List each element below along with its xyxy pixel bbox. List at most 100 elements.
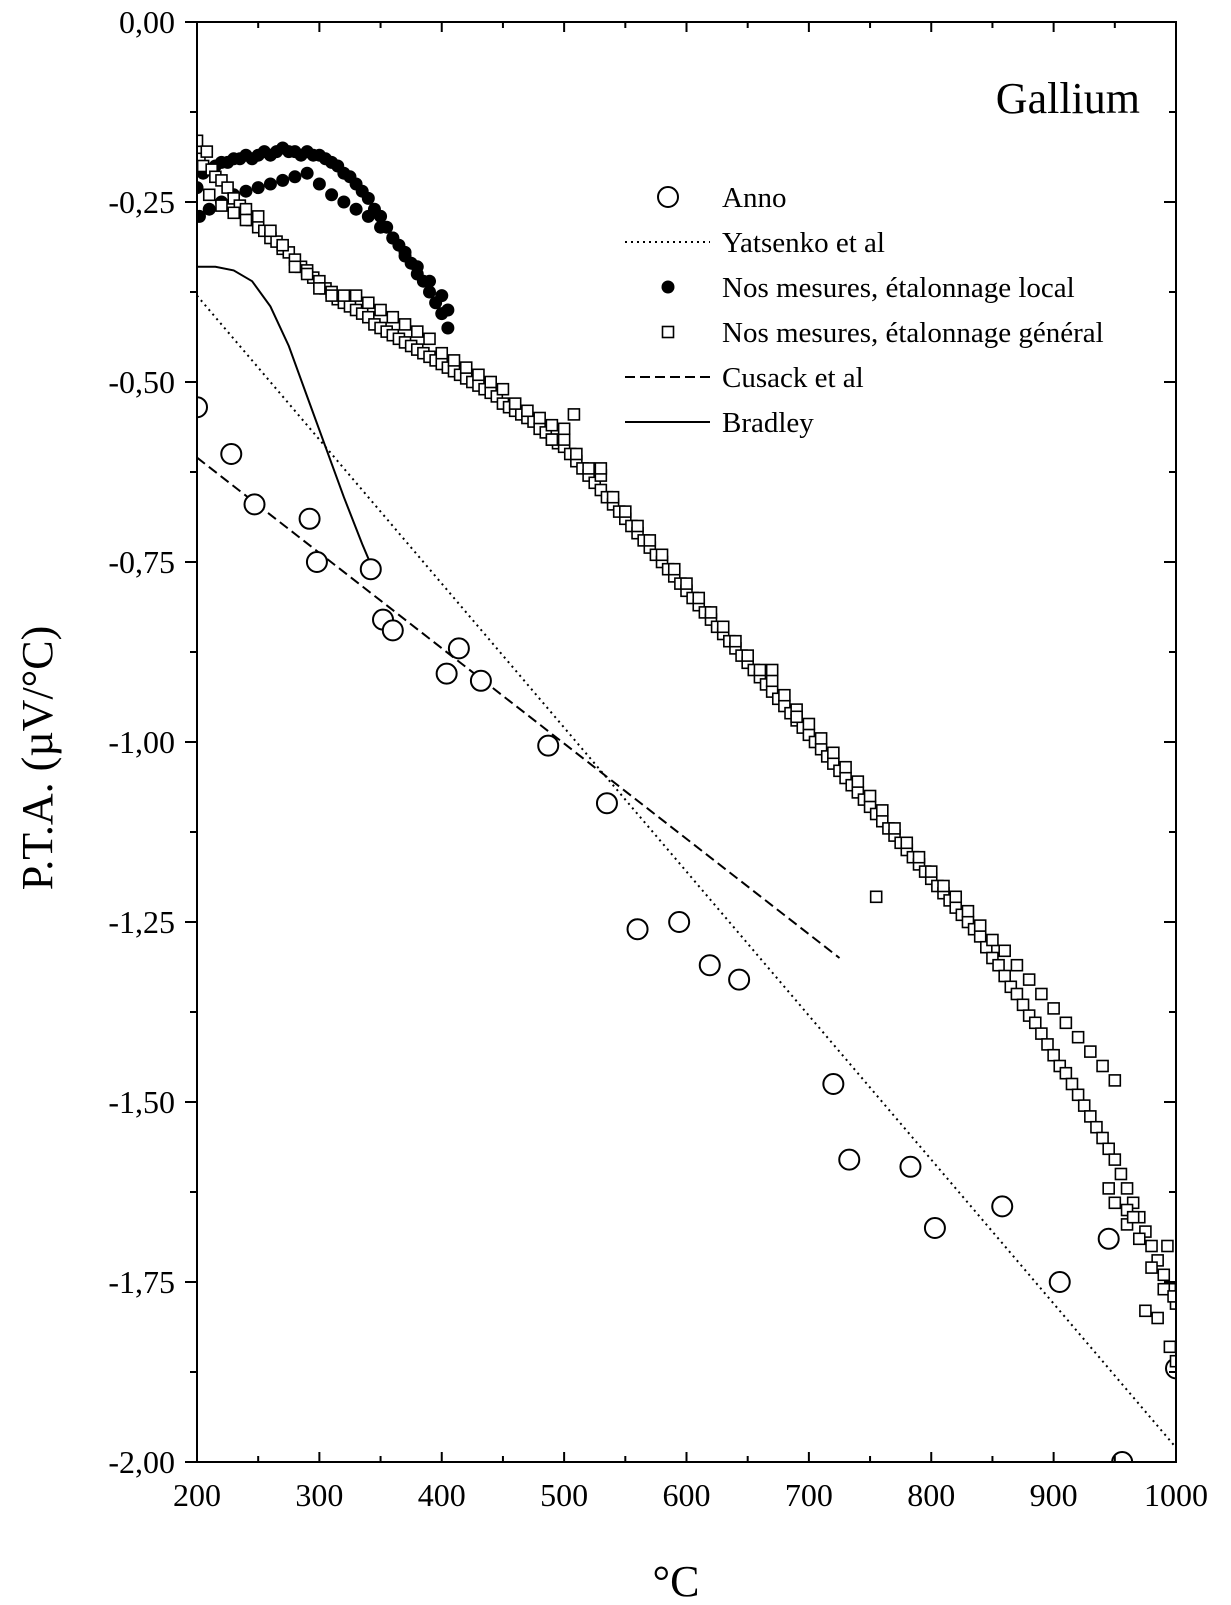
data-point — [359, 558, 382, 581]
data-point — [716, 620, 730, 634]
data-point — [300, 166, 314, 180]
data-point — [325, 289, 338, 302]
data-point — [619, 505, 632, 518]
data-point — [337, 195, 351, 209]
data-point — [521, 404, 534, 418]
data-point — [441, 321, 455, 335]
data-point — [374, 209, 388, 223]
data-point — [469, 669, 492, 692]
data-point — [692, 591, 706, 605]
data-point — [313, 282, 326, 295]
data-point — [545, 433, 559, 446]
x-axis-label: °C — [653, 1557, 700, 1605]
data-point — [595, 792, 618, 815]
data-point — [1102, 1182, 1115, 1195]
legend: Anno Yatsenko et al Nos mesures, étalonnag… — [625, 182, 1104, 439]
data-point — [643, 534, 657, 547]
y-tick-label: -0,75 — [108, 544, 175, 580]
data-point — [1145, 1261, 1158, 1274]
data-point — [863, 789, 877, 803]
data-point — [888, 822, 901, 835]
data-point — [1071, 1030, 1085, 1044]
plot-area — [197, 134, 1176, 1462]
data-point — [1090, 1120, 1103, 1134]
data-point — [667, 562, 681, 576]
data-point — [1169, 1297, 1176, 1310]
data-point — [986, 933, 999, 947]
data-point — [251, 181, 265, 195]
data-point — [423, 274, 437, 288]
data-point — [202, 202, 216, 216]
data-point — [741, 649, 754, 662]
chart-marks — [197, 134, 1176, 1462]
data-point — [374, 220, 388, 234]
data-point — [1022, 973, 1036, 986]
data-point — [949, 890, 963, 904]
data-point — [899, 1155, 922, 1178]
data-point — [728, 968, 751, 991]
data-point — [1157, 1282, 1171, 1296]
data-point — [1157, 1268, 1171, 1282]
data-point — [1077, 1099, 1091, 1112]
data-point — [680, 577, 693, 590]
data-point — [765, 663, 779, 677]
data-point — [288, 170, 302, 184]
x-axis: 200 300 400 500 600 700 800 900 1000 — [173, 22, 1208, 1513]
x-tick-label: 400 — [418, 1477, 466, 1513]
y-tick-label: -2,00 — [108, 1444, 175, 1480]
data-point — [349, 289, 363, 302]
data-point — [1108, 1196, 1122, 1210]
data-point — [200, 145, 214, 158]
data-point — [606, 490, 620, 504]
data-point — [220, 443, 243, 465]
data-point — [1108, 1153, 1122, 1166]
data-point — [729, 634, 742, 648]
data-point — [545, 418, 559, 432]
data-point — [557, 422, 571, 436]
data-point — [1084, 1110, 1097, 1123]
data-point — [1010, 987, 1024, 1001]
data-point — [1047, 1048, 1060, 1062]
data-point — [937, 879, 950, 893]
data-point — [1096, 1059, 1109, 1073]
series-nos-mesures-etalonnage-local — [197, 141, 455, 335]
data-point — [1169, 1354, 1176, 1368]
legend-item-bradley: Bradley — [625, 407, 814, 439]
data-point — [435, 662, 458, 685]
data-point — [251, 210, 265, 223]
data-point — [998, 969, 1011, 983]
chart-title: Gallium — [996, 74, 1140, 123]
data-point — [1108, 1074, 1122, 1087]
series-anno — [197, 396, 1176, 1462]
data-point — [325, 188, 339, 202]
data-point — [459, 361, 473, 374]
data-point — [698, 954, 721, 977]
x-tick-label: 600 — [663, 1477, 711, 1513]
y-axis-label: P.T.A. (µV/°C) — [13, 626, 62, 891]
legend-swatch — [661, 325, 675, 339]
x-tick-label: 900 — [1030, 1477, 1078, 1513]
data-point — [221, 181, 234, 194]
data-point — [1120, 1182, 1134, 1195]
data-point — [961, 904, 975, 918]
data-point — [1111, 1451, 1134, 1462]
legend-item-anno: Anno — [657, 182, 786, 214]
data-point — [239, 184, 253, 198]
data-point — [1161, 1239, 1174, 1253]
data-point — [1102, 1142, 1115, 1156]
data-point — [398, 245, 412, 259]
data-point — [668, 911, 691, 933]
data-point — [423, 285, 437, 299]
data-point — [1167, 1290, 1176, 1303]
x-tick-label: 800 — [907, 1477, 955, 1513]
data-point — [765, 674, 779, 688]
data-point — [900, 836, 914, 850]
data-point — [386, 310, 400, 324]
data-point — [447, 637, 470, 660]
data-point — [582, 462, 595, 475]
y-tick-label: -0,50 — [108, 364, 175, 400]
data-point — [197, 396, 208, 419]
data-point — [851, 775, 865, 788]
data-point — [1010, 958, 1024, 972]
